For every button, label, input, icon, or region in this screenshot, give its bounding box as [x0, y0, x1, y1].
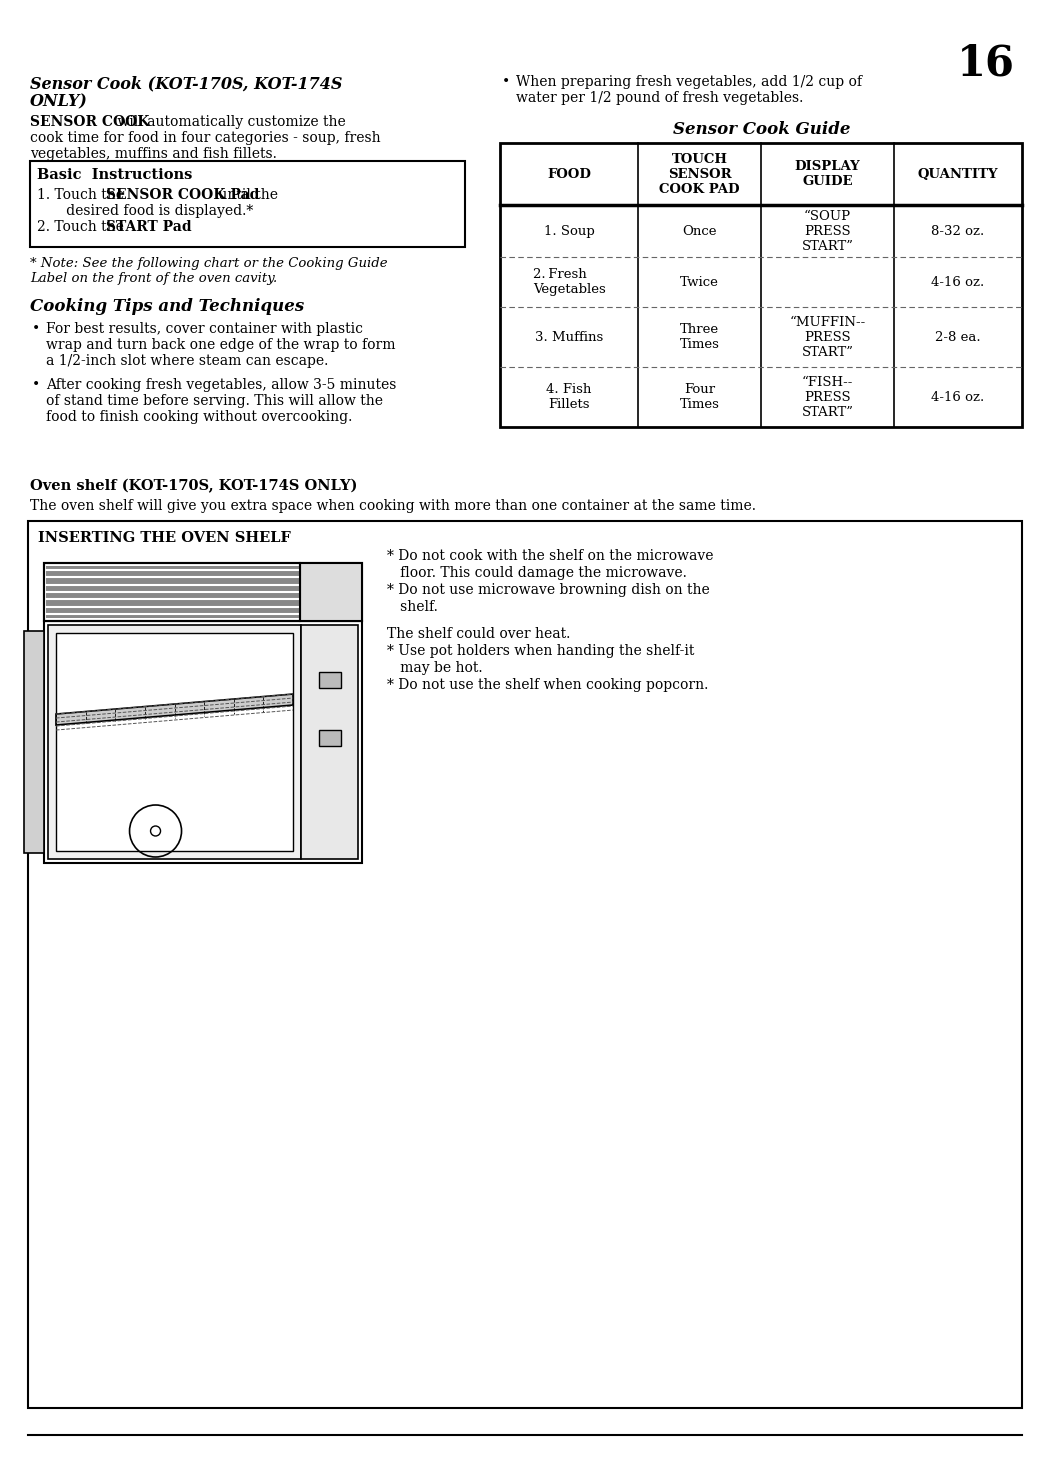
Text: may be hot.: may be hot.	[387, 660, 482, 675]
Text: 2. Fresh
Vegetables: 2. Fresh Vegetables	[532, 268, 606, 296]
Text: 4-16 oz.: 4-16 oz.	[931, 276, 984, 289]
Text: DISPLAY
GUIDE: DISPLAY GUIDE	[794, 161, 860, 189]
Text: until the: until the	[214, 189, 278, 202]
Text: When preparing fresh vegetables, add 1/2 cup of: When preparing fresh vegetables, add 1/2…	[516, 75, 862, 88]
Text: 4. Fish
Fillets: 4. Fish Fillets	[546, 383, 592, 411]
Text: will automatically customize the: will automatically customize the	[113, 115, 346, 130]
Text: wrap and turn back one edge of the wrap to form: wrap and turn back one edge of the wrap …	[46, 338, 396, 352]
Text: ONLY): ONLY)	[30, 93, 88, 111]
Text: Basic  Instructions: Basic Instructions	[37, 168, 192, 181]
Text: .: .	[173, 220, 177, 234]
Text: cook time for food in four categories - soup, fresh: cook time for food in four categories - …	[30, 131, 381, 144]
Text: The oven shelf will give you extra space when cooking with more than one contain: The oven shelf will give you extra space…	[30, 500, 756, 513]
Text: Cooking Tips and Techniques: Cooking Tips and Techniques	[30, 298, 304, 315]
Text: 2. Touch the: 2. Touch the	[37, 220, 128, 234]
Bar	[300, 563, 362, 621]
Text: desired food is displayed.*: desired food is displayed.*	[53, 203, 254, 218]
Text: “SOUP
PRESS
START”: “SOUP PRESS START”	[802, 209, 854, 252]
Text: FOOD: FOOD	[547, 168, 591, 180]
Text: INSERTING THE OVEN SHELF: INSERTING THE OVEN SHELF	[38, 531, 291, 545]
Text: For best results, cover container with plastic: For best results, cover container with p…	[46, 321, 363, 336]
Text: * Use pot holders when handing the shelf-it: * Use pot holders when handing the shelf…	[387, 644, 694, 657]
Text: •: •	[32, 321, 41, 336]
Text: 1. Touch the: 1. Touch the	[37, 189, 128, 202]
Bar	[301, 625, 358, 859]
Bar	[44, 563, 362, 621]
Polygon shape	[56, 694, 293, 725]
Text: Label on the front of the oven cavity.: Label on the front of the oven cavity.	[30, 273, 278, 284]
Bar	[24, 631, 44, 853]
Bar	[318, 672, 340, 688]
Bar	[318, 730, 340, 746]
Bar	[44, 621, 362, 862]
Text: * Do not use the shelf when cooking popcorn.: * Do not use the shelf when cooking popc…	[387, 678, 709, 691]
Bar	[44, 563, 300, 621]
Text: Sensor Cook (KOT-170S, KOT-174S: Sensor Cook (KOT-170S, KOT-174S	[30, 75, 342, 91]
Bar	[56, 632, 293, 850]
Text: shelf.: shelf.	[387, 600, 437, 615]
Text: Twice: Twice	[681, 276, 719, 289]
Text: a 1/2-inch slot where steam can escape.: a 1/2-inch slot where steam can escape.	[46, 354, 329, 368]
Text: of stand time before serving. This will allow the: of stand time before serving. This will …	[46, 394, 383, 408]
Text: 1. Soup: 1. Soup	[544, 224, 594, 237]
Text: 3. Muffins: 3. Muffins	[535, 330, 603, 343]
Text: Sensor Cook Guide: Sensor Cook Guide	[673, 121, 851, 139]
Text: Oven shelf (KOT-170S, KOT-174S ONLY): Oven shelf (KOT-170S, KOT-174S ONLY)	[30, 479, 357, 494]
Text: START Pad: START Pad	[106, 220, 192, 234]
Text: vegetables, muffins and fish fillets.: vegetables, muffins and fish fillets.	[30, 147, 277, 161]
Text: * Note: See the following chart or the Cooking Guide: * Note: See the following chart or the C…	[30, 256, 387, 270]
Bar	[500, 143, 1022, 427]
Text: Four
Times: Four Times	[680, 383, 719, 411]
Text: “FISH--
PRESS
START”: “FISH-- PRESS START”	[802, 376, 854, 419]
Text: The shelf could over heat.: The shelf could over heat.	[387, 626, 570, 641]
Text: After cooking fresh vegetables, allow 3-5 minutes: After cooking fresh vegetables, allow 3-…	[46, 377, 397, 392]
Text: 16: 16	[957, 41, 1015, 84]
Text: SENSOR COOK Pad: SENSOR COOK Pad	[106, 189, 259, 202]
Bar	[30, 161, 465, 248]
Text: 8-32 oz.: 8-32 oz.	[931, 224, 984, 237]
Text: TOUCH
SENSOR
COOK PAD: TOUCH SENSOR COOK PAD	[660, 152, 740, 196]
Text: * Do not cook with the shelf on the microwave: * Do not cook with the shelf on the micr…	[387, 548, 713, 563]
Text: SENSOR COOK: SENSOR COOK	[30, 115, 149, 130]
Text: 4-16 oz.: 4-16 oz.	[931, 391, 984, 404]
Text: “MUFFIN--
PRESS
START”: “MUFFIN-- PRESS START”	[789, 315, 865, 358]
Text: water per 1/2 pound of fresh vegetables.: water per 1/2 pound of fresh vegetables.	[516, 91, 804, 105]
Text: •: •	[32, 377, 41, 392]
Bar	[46, 566, 300, 618]
Text: floor. This could damage the microwave.: floor. This could damage the microwave.	[387, 566, 687, 579]
Text: QUANTITY: QUANTITY	[918, 168, 998, 180]
Text: 2-8 ea.: 2-8 ea.	[935, 330, 981, 343]
Bar	[48, 625, 301, 859]
Text: •: •	[502, 75, 511, 88]
Bar	[28, 520, 1022, 1408]
Text: * Do not use microwave browning dish on the: * Do not use microwave browning dish on …	[387, 584, 710, 597]
Text: Three
Times: Three Times	[680, 323, 719, 351]
Text: Once: Once	[683, 224, 717, 237]
Text: food to finish cooking without overcooking.: food to finish cooking without overcooki…	[46, 410, 353, 425]
